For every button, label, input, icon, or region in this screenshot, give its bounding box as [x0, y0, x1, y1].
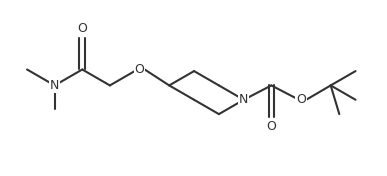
- Text: O: O: [135, 63, 144, 76]
- Text: O: O: [77, 22, 87, 35]
- Text: N: N: [239, 93, 248, 106]
- Text: O: O: [296, 93, 306, 106]
- Text: N: N: [50, 79, 59, 92]
- Text: O: O: [266, 120, 276, 133]
